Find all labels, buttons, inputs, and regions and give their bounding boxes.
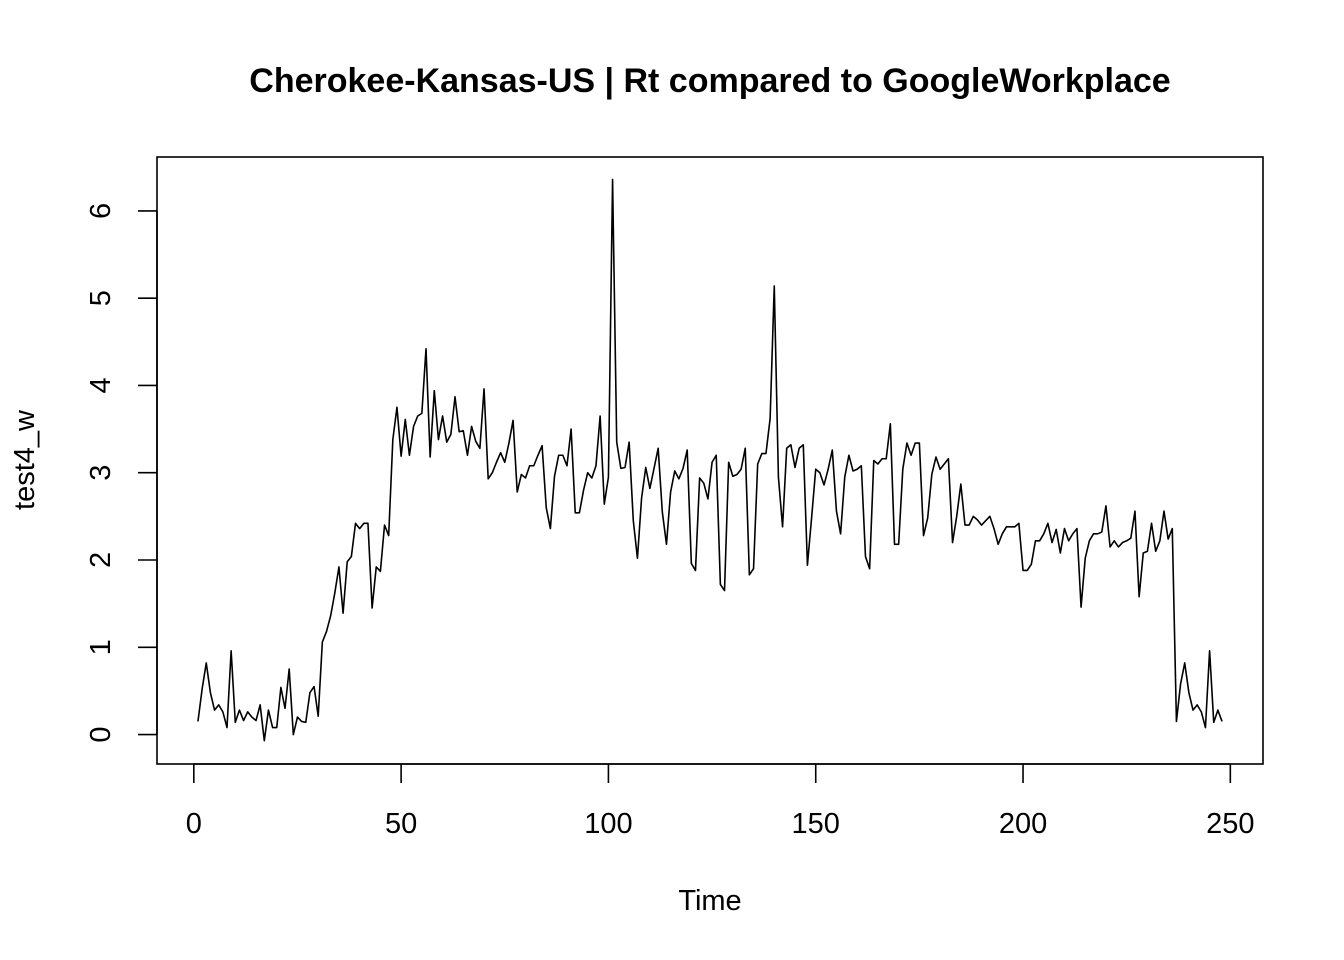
y-tick-label: 4	[85, 377, 117, 393]
x-tick-label: 200	[999, 808, 1047, 840]
x-tick-label: 250	[1206, 808, 1254, 840]
chart-title: Cherokee-Kansas-US | Rt compared to Goog…	[249, 62, 1170, 100]
plot-frame	[156, 156, 1264, 765]
y-tick-label: 1	[85, 639, 117, 655]
x-tick-label: 150	[792, 808, 840, 840]
y-tick-label: 6	[85, 203, 117, 219]
y-axis-label: test4_w	[9, 409, 41, 510]
x-axis-label: Time	[678, 885, 741, 917]
y-tick-label: 3	[85, 465, 117, 481]
x-axis: 0 50 100 150 200 250	[186, 763, 1255, 840]
series-line	[197, 178, 1223, 742]
y-axis: 0 1 2 3 4 5 6	[85, 203, 158, 743]
x-tick-label: 50	[385, 808, 417, 840]
x-tick-label: 0	[186, 808, 202, 840]
y-tick-label: 5	[85, 290, 117, 306]
y-tick-label: 0	[85, 726, 117, 742]
y-tick-label: 2	[85, 552, 117, 568]
x-tick-label: 100	[584, 808, 632, 840]
data-points	[197, 178, 1223, 742]
